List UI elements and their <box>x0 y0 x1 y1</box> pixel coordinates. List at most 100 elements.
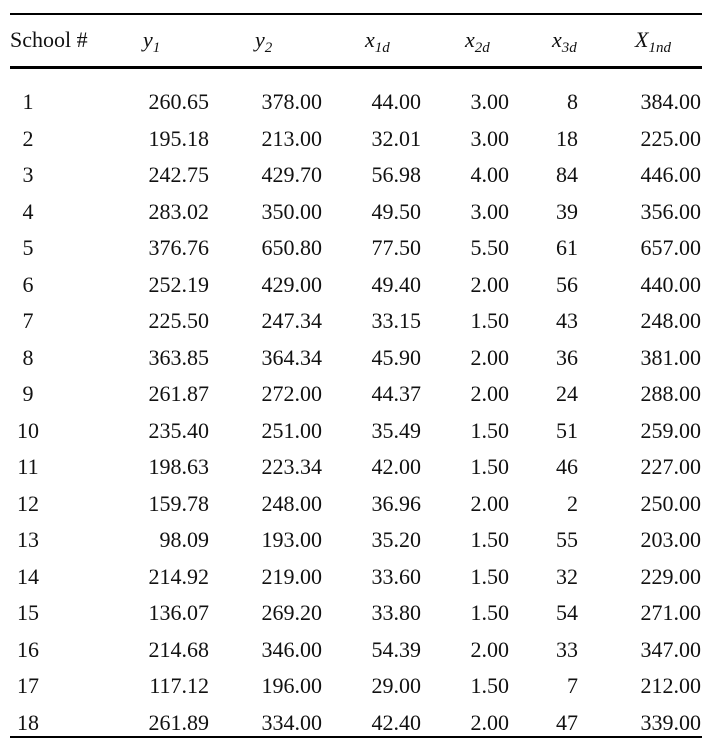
table-cell: 2.00 <box>470 381 510 406</box>
header-rule <box>10 66 702 69</box>
table-cell: 1.50 <box>470 673 510 698</box>
table-cell: 2.00 <box>470 636 510 662</box>
school-number: 4 <box>22 198 34 224</box>
header-subscript: 1d <box>374 40 390 56</box>
table-cell: 248.00 <box>261 490 323 516</box>
table-cell: 429.70 <box>261 162 323 187</box>
table-cell: 47 <box>556 709 578 735</box>
table-cell: 32.01 <box>371 125 422 151</box>
table-cell: 18 <box>556 125 578 151</box>
table-cell: 384.00 <box>640 89 702 114</box>
table-cell: 51 <box>556 417 578 443</box>
table-cell: 381.00 <box>640 344 702 370</box>
table-cell: 159.78 <box>148 490 210 516</box>
table-cell: 283.02 <box>148 198 210 224</box>
table-cell: 44.00 <box>371 89 422 114</box>
header-main: y <box>255 27 265 52</box>
table-cell: 356.00 <box>640 198 702 224</box>
table-cell: 378.00 <box>261 89 323 114</box>
header-main: x <box>552 27 562 52</box>
table-cell: 33.15 <box>371 308 422 333</box>
table-cell: 49.50 <box>371 198 422 224</box>
school-number: 16 <box>17 636 39 662</box>
table-cell: 196.00 <box>261 673 323 698</box>
table-cell: 117.12 <box>149 673 209 698</box>
school-number: 2 <box>22 125 34 151</box>
table-cell: 219.00 <box>261 563 323 589</box>
table-cell: 98.09 <box>159 527 210 552</box>
table-cell: 339.00 <box>640 709 702 735</box>
table-cell: 33 <box>556 636 578 662</box>
table-cell: 2 <box>567 490 578 516</box>
table-cell: 271.00 <box>640 600 702 625</box>
table-cell: 1.50 <box>470 563 510 589</box>
table-cell: 261.89 <box>148 709 210 735</box>
table-cell: 288.00 <box>640 381 702 406</box>
table-cell: 55 <box>556 527 578 552</box>
table-cell: 45.90 <box>371 344 422 370</box>
bottom-rule <box>10 736 702 738</box>
table-cell: 269.20 <box>261 600 323 625</box>
table-cell: 35.20 <box>371 527 422 552</box>
table-cell: 1.50 <box>470 417 510 443</box>
column-header: x1d <box>365 26 390 62</box>
table-cell: 252.19 <box>148 271 210 297</box>
school-number: 12 <box>17 490 39 516</box>
table-cell: 43 <box>556 308 578 333</box>
column-header: y2 <box>255 26 272 62</box>
table-cell: 7 <box>567 673 578 698</box>
table-cell: 259.00 <box>640 417 702 443</box>
table-cell: 242.75 <box>148 162 210 187</box>
table-cell: 5.50 <box>470 235 510 260</box>
school-number: 10 <box>17 417 39 443</box>
table-cell: 440.00 <box>640 271 702 297</box>
table-cell: 225.00 <box>640 125 702 151</box>
column-header: X1nd <box>635 26 671 62</box>
header-main: x <box>465 27 475 52</box>
table-cell: 203.00 <box>640 527 702 552</box>
table-cell: 2.00 <box>470 490 510 516</box>
column-header: x2d <box>465 26 490 62</box>
table-cell: 250.00 <box>640 490 702 516</box>
table-cell: 261.87 <box>148 381 210 406</box>
table-cell: 1.50 <box>470 527 510 552</box>
school-number: 3 <box>22 162 34 187</box>
table-cell: 1.50 <box>470 308 510 333</box>
table-cell: 657.00 <box>640 235 702 260</box>
school-number: 9 <box>22 381 34 406</box>
table-cell: 54 <box>556 600 578 625</box>
table-cell: 56.98 <box>371 162 422 187</box>
table-cell: 1.50 <box>470 454 510 479</box>
school-number: 7 <box>22 308 34 333</box>
table-cell: 212.00 <box>640 673 702 698</box>
table-cell: 376.76 <box>148 235 210 260</box>
table-cell: 214.92 <box>148 563 210 589</box>
table-cell: 24 <box>556 381 578 406</box>
table-cell: 136.07 <box>148 600 210 625</box>
top-rule <box>10 13 702 15</box>
table-cell: 3.00 <box>470 198 510 224</box>
table-cell: 44.37 <box>371 381 422 406</box>
table-cell: 4.00 <box>470 162 510 187</box>
table-cell: 33.60 <box>371 563 422 589</box>
table-cell: 214.68 <box>148 636 210 662</box>
header-main: x <box>365 27 375 52</box>
header-subscript: 1nd <box>648 40 671 56</box>
table-cell: 260.65 <box>148 89 210 114</box>
table-cell: 248.00 <box>640 308 702 333</box>
table-cell: 39 <box>556 198 578 224</box>
table-cell: 2.00 <box>470 271 510 297</box>
table-cell: 54.39 <box>371 636 422 662</box>
table-cell: 193.00 <box>261 527 323 552</box>
table-cell: 33.80 <box>371 600 422 625</box>
table-cell: 8 <box>567 89 578 114</box>
school-number: 1 <box>22 89 34 114</box>
table-cell: 2.00 <box>470 344 510 370</box>
table-cell: 347.00 <box>640 636 702 662</box>
school-number: 17 <box>17 673 39 698</box>
school-number: 11 <box>17 454 39 479</box>
table-cell: 195.18 <box>148 125 210 151</box>
table-cell: 227.00 <box>640 454 702 479</box>
school-number: 5 <box>22 235 34 260</box>
